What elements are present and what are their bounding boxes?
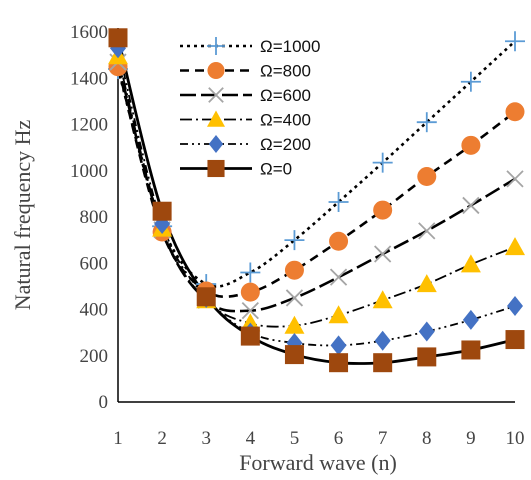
y-tick-label: 1600 — [70, 22, 108, 43]
series-2-point-5 — [285, 289, 304, 307]
series-5-point-4 — [240, 326, 260, 346]
x-tick-label: 4 — [246, 428, 256, 449]
legend-item: Ω=0 — [180, 160, 292, 179]
series-5-point-3 — [196, 287, 216, 307]
series-0-point-9 — [460, 71, 481, 92]
series-5-point-7 — [373, 353, 393, 373]
x-tick-label: 6 — [334, 428, 344, 449]
series-line-2 — [116, 61, 516, 313]
series-5-point-10 — [505, 330, 525, 350]
legend-label: Ω=600 — [260, 86, 311, 105]
series-1-point-7 — [373, 200, 393, 220]
series-5-point-2 — [152, 201, 172, 221]
series-1-point-5 — [284, 260, 304, 280]
series-5-point-8 — [417, 347, 437, 367]
series-3-point-8 — [416, 274, 437, 293]
y-tick-label: 800 — [80, 207, 109, 228]
x-tick-label: 7 — [378, 428, 388, 449]
series-3-point-10 — [505, 237, 525, 256]
series-markers — [108, 28, 525, 373]
series-0-point-8 — [416, 112, 437, 133]
y-tick-label: 0 — [99, 392, 109, 413]
legend-label: Ω=1000 — [260, 37, 320, 56]
series-2-point-10 — [506, 170, 524, 188]
series-1-point-6 — [329, 231, 349, 251]
legend-label: Ω=200 — [260, 135, 311, 154]
series-2-point-4 — [241, 302, 259, 320]
series-lines — [116, 37, 516, 365]
series-4-point-10 — [507, 296, 523, 317]
series-4-point-7 — [374, 330, 391, 351]
x-tick-label: 10 — [506, 428, 525, 449]
legend-item: Ω=200 — [180, 135, 311, 154]
legend-label: Ω=400 — [260, 111, 311, 130]
legend-marker — [207, 110, 225, 127]
series-line-5 — [116, 37, 516, 365]
legend-marker — [207, 37, 225, 55]
series-1-point-10 — [505, 102, 525, 122]
y-tick-label: 200 — [80, 346, 109, 367]
legend-label: Ω=0 — [260, 160, 292, 179]
x-tick-label: 9 — [466, 428, 476, 449]
y-tick-label: 400 — [80, 300, 109, 321]
legend-item: Ω=400 — [180, 110, 311, 130]
series-4-point-6 — [330, 335, 347, 356]
legend-item: Ω=1000 — [180, 37, 320, 56]
series-2-point-7 — [374, 245, 392, 263]
x-tick-label: 1 — [113, 428, 123, 449]
x-axis-title: Forward wave (n) — [239, 450, 397, 475]
series-1-point-8 — [417, 167, 437, 187]
series-3-point-7 — [372, 290, 393, 309]
series-5-point-9 — [461, 340, 481, 360]
legend: Ω=1000 Ω=800 Ω=600 Ω=400 Ω=200 Ω=0 — [180, 37, 320, 179]
legend-item: Ω=800 — [180, 62, 311, 81]
legend-marker — [208, 135, 224, 153]
series-0-point-4 — [240, 262, 261, 283]
legend-marker — [207, 159, 225, 178]
series-3-point-9 — [460, 254, 481, 273]
series-0-point-7 — [372, 152, 393, 173]
legend-item: Ω=600 — [180, 86, 311, 105]
x-tick-label: 8 — [422, 428, 432, 449]
y-tick-label: 1400 — [70, 68, 108, 89]
y-tick-label: 1000 — [70, 161, 108, 182]
series-4-point-9 — [462, 309, 479, 330]
series-0-point-6 — [328, 191, 349, 212]
series-3-point-6 — [328, 305, 349, 324]
series-5-point-1 — [108, 28, 128, 48]
series-2-point-6 — [329, 268, 348, 286]
x-tick-label: 5 — [290, 428, 300, 449]
legend-marker — [207, 61, 225, 80]
series-2-point-8 — [418, 222, 436, 240]
series-4-point-8 — [418, 321, 435, 342]
y-tick-label: 1200 — [70, 115, 108, 136]
x-tick-label: 3 — [201, 428, 211, 449]
series-line-4 — [117, 47, 516, 347]
series-5-point-5 — [284, 345, 304, 365]
series-1-point-9 — [461, 135, 481, 155]
series-2-point-9 — [462, 196, 480, 215]
legend-label: Ω=800 — [260, 62, 311, 81]
y-tick-label: 600 — [80, 253, 109, 274]
series-0-point-10 — [505, 31, 525, 52]
y-axis-title: Natural frequency Hz — [10, 119, 35, 310]
axis-layer: 0 200 400 600 800 1000 1200 1400 1600 1 2 3 4 5 6 7 8 9 10 — [70, 22, 525, 449]
legend-marker — [208, 87, 224, 103]
series-5-point-6 — [329, 353, 349, 373]
series-1-point-4 — [240, 282, 260, 302]
series-0-point-5 — [284, 230, 305, 251]
series-3-point-5 — [284, 315, 305, 334]
x-tick-label: 2 — [157, 428, 167, 449]
